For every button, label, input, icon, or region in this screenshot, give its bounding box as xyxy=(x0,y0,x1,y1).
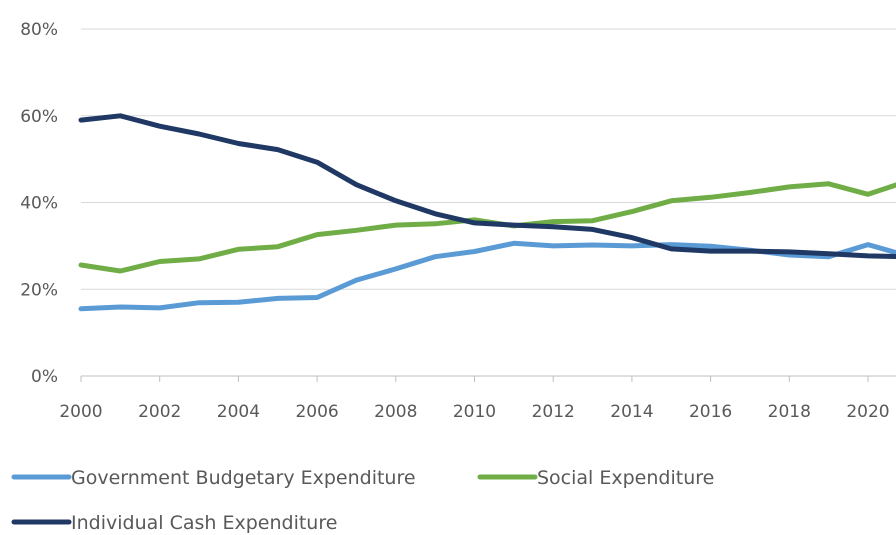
series-lines xyxy=(78,113,896,312)
x-tick-label: 2004 xyxy=(217,402,260,422)
x-tick-label: 2002 xyxy=(138,402,181,422)
x-tick-label: 2020 xyxy=(846,402,889,422)
x-tick-label: 2008 xyxy=(374,402,417,422)
y-tick-label: 60% xyxy=(20,107,58,127)
x-tick-label: 2018 xyxy=(768,402,811,422)
legend-label: Individual Cash Expenditure xyxy=(71,512,337,534)
gridlines xyxy=(81,28,896,290)
x-tick-label: 2006 xyxy=(295,402,338,422)
legend-label: Social Expenditure xyxy=(537,467,714,489)
y-tick-label: 80% xyxy=(20,20,58,40)
series-line-3 xyxy=(78,113,896,259)
x-tick-label: 2010 xyxy=(453,402,496,422)
x-axis-ticks: 2000 2002 2004 2006 2008 2010 2012 2014 2016 2018… xyxy=(59,376,890,422)
legend: Government Budgetary Expenditure Social E… xyxy=(11,467,714,534)
x-tick-label: 2014 xyxy=(610,402,653,422)
x-tick-label: 2012 xyxy=(532,402,575,422)
legend-label: Government Budgetary Expenditure xyxy=(71,467,416,489)
y-tick-label: 20% xyxy=(20,280,58,300)
y-tick-label: 40% xyxy=(20,194,58,214)
x-tick-label: 2016 xyxy=(689,402,732,422)
y-axis-ticks: 0% 20% 40% 60% 80% xyxy=(20,20,58,387)
x-tick-label: 2000 xyxy=(59,402,102,422)
y-tick-label: 0% xyxy=(31,367,58,387)
